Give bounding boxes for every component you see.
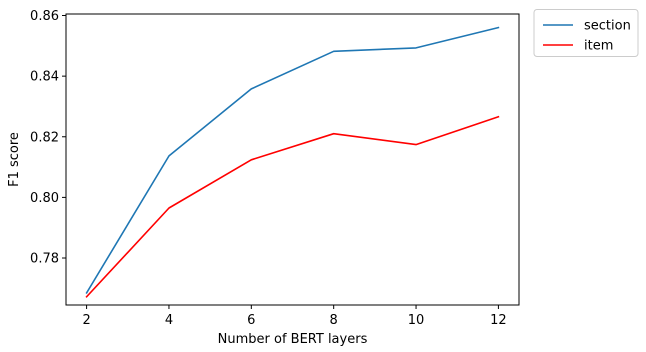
x-axis-label: Number of BERT layers	[218, 332, 368, 347]
legend-label-section: section	[584, 19, 631, 34]
x-tick-label: 6	[247, 313, 255, 328]
x-tick-label: 4	[165, 313, 173, 328]
series-layer	[85, 26, 500, 298]
plot-frame	[65, 13, 520, 306]
y-tick-label: 0.84	[30, 70, 59, 85]
y-tick-label: 0.80	[30, 191, 59, 206]
x-tick-label: 10	[408, 313, 425, 328]
y-axis: 0.78 0.80 0.82 0.84 0.86	[30, 9, 66, 267]
y-tick-label: 0.86	[30, 9, 59, 24]
x-tick-label: 8	[330, 313, 338, 328]
legend-label-item: item	[584, 39, 613, 54]
plot-area	[65, 13, 520, 306]
series-line-item	[85, 115, 500, 298]
legend: section item	[533, 9, 639, 57]
y-tick-label: 0.82	[30, 130, 59, 145]
x-tick-label: 2	[82, 313, 90, 328]
y-axis-label: F1 score	[7, 132, 22, 187]
y-tick-label: 0.78	[30, 252, 59, 267]
series-line-section	[85, 26, 500, 294]
x-tick-label: 12	[490, 313, 507, 328]
x-axis: 2 4 6 8 10 12	[82, 305, 507, 328]
